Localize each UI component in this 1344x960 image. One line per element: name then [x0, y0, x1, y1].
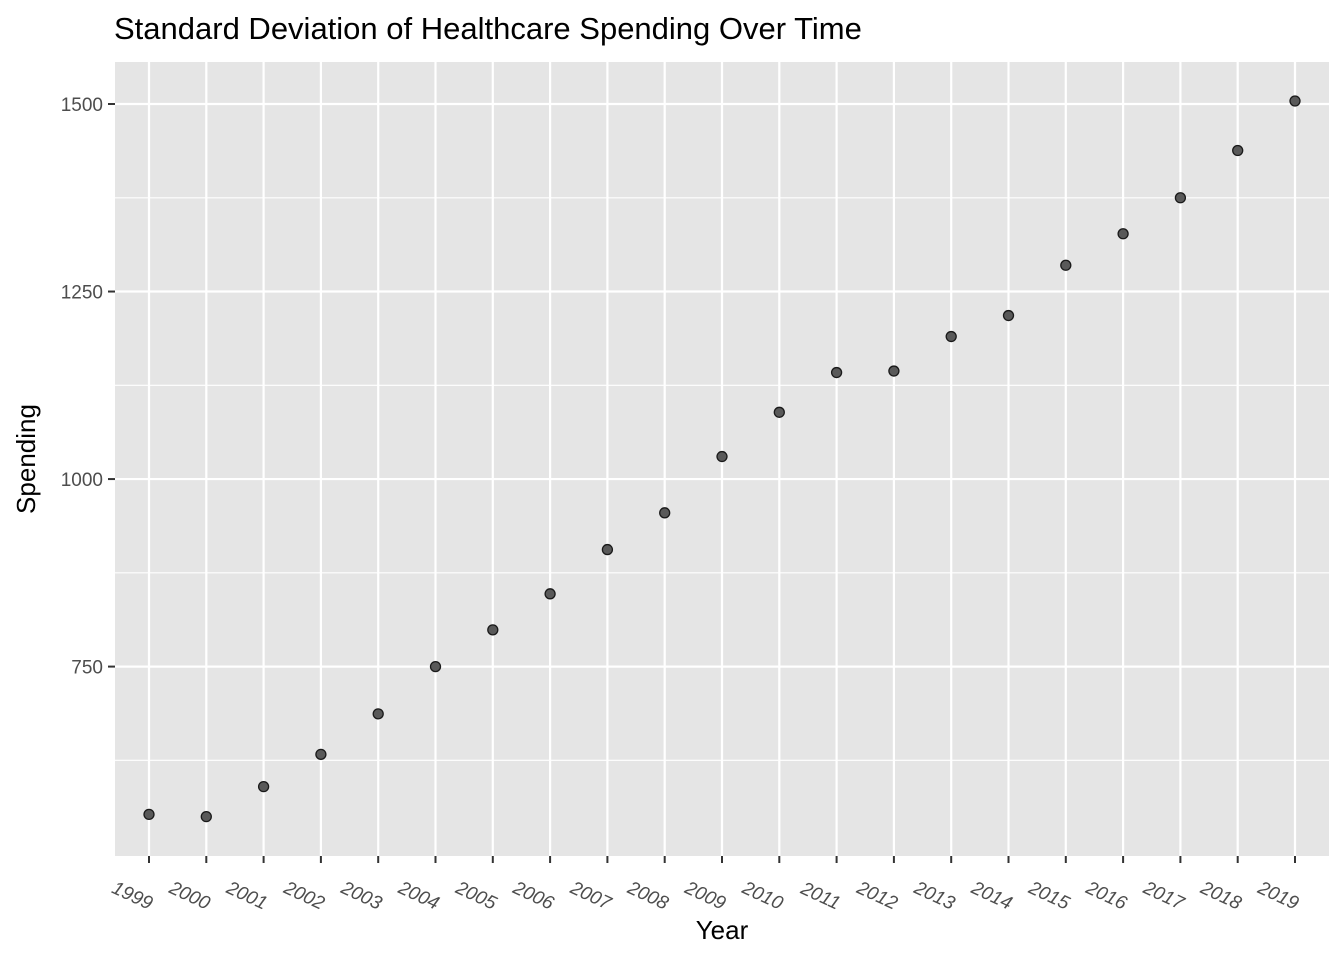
- x-tick-label: 2011: [797, 878, 844, 915]
- x-axis: 1999 2000 2001 2002 2003 2004 2005 2006 2007 2008…: [109, 856, 1302, 915]
- x-tick-label: 2003: [337, 877, 385, 915]
- y-tick-label: 750: [71, 658, 103, 679]
- y-axis-title: Spending: [11, 404, 41, 514]
- x-tick-label: 2002: [280, 877, 328, 915]
- x-tick-label: 2001: [222, 877, 270, 914]
- x-tick-label: 2004: [394, 877, 442, 914]
- data-point: [315, 748, 327, 761]
- data-point: [1002, 309, 1015, 322]
- data-point: [544, 588, 556, 600]
- data-point: [888, 365, 900, 377]
- x-tick-label: 2015: [1024, 877, 1072, 915]
- data-point: [257, 780, 270, 793]
- major-gridlines: [115, 62, 1329, 856]
- x-axis-title: Year: [696, 915, 749, 945]
- data-point: [372, 708, 384, 720]
- y-tick-label: 1000: [61, 470, 103, 491]
- data-point: [659, 507, 671, 519]
- x-tick-label: 2014: [967, 877, 1015, 914]
- data-point: [1174, 192, 1187, 204]
- x-tick-label: 2007: [566, 877, 615, 915]
- x-tick-label: 2000: [165, 877, 213, 915]
- x-tick-label: 2010: [738, 877, 786, 915]
- data-point: [429, 660, 442, 673]
- y-tick-label: 1250: [61, 283, 103, 304]
- data-point: [487, 624, 499, 636]
- x-tick-label: 2018: [1196, 877, 1244, 915]
- data-point: [601, 543, 614, 556]
- data-points: [143, 95, 1301, 823]
- data-point: [200, 810, 212, 823]
- data-point: [143, 808, 155, 821]
- data-point: [773, 406, 785, 418]
- x-tick-label: 2009: [681, 877, 729, 915]
- y-tick-label: 1500: [61, 95, 103, 116]
- x-tick-label: 2012: [853, 877, 901, 915]
- data-point: [1117, 228, 1129, 240]
- data-point: [945, 330, 957, 343]
- x-tick-label: 2005: [451, 877, 499, 915]
- data-point: [830, 366, 843, 379]
- x-tick-label: 2008: [623, 877, 671, 915]
- x-tick-label: 2016: [1082, 877, 1130, 915]
- data-point: [1289, 95, 1301, 107]
- x-tick-label: 2006: [509, 877, 557, 915]
- x-tick-label: 2019: [1254, 877, 1302, 915]
- x-tick-label: 1999: [109, 878, 157, 915]
- x-tick-label: 2017: [1139, 877, 1188, 915]
- x-tick-label: 2013: [910, 877, 958, 915]
- data-point: [1232, 144, 1244, 157]
- chart-title: Standard Deviation of Healthcare Spendin…: [114, 11, 862, 46]
- data-point: [716, 450, 728, 463]
- data-point: [1060, 259, 1072, 271]
- y-axis: 750 1000 1250 1500: [61, 95, 115, 679]
